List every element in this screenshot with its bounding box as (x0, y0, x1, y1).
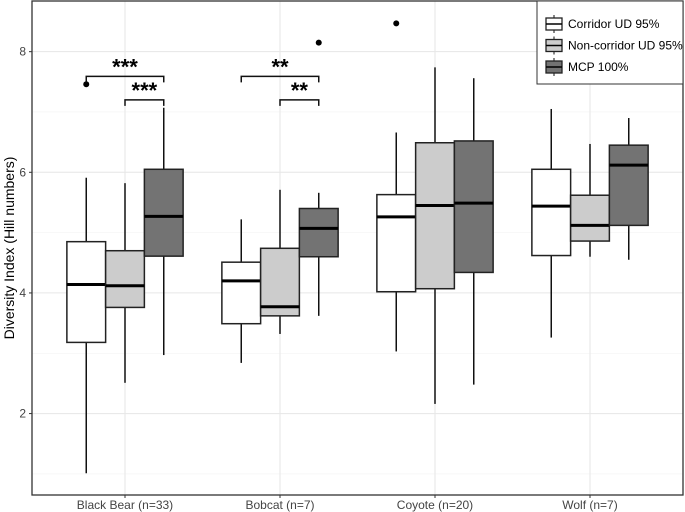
box-2-2 (453, 78, 494, 385)
significance-label: *** (112, 54, 138, 79)
box-1-0 (104, 183, 146, 383)
plot-frame (31, 0, 684, 496)
box (376, 193, 417, 293)
x-tick-label: Wolf (n=7) (562, 498, 617, 512)
box-2-0 (143, 107, 184, 356)
outlier-point (393, 20, 400, 27)
outlier-point (83, 81, 90, 88)
box (569, 194, 611, 242)
box-0-3 (531, 108, 572, 338)
boxes (66, 20, 649, 474)
box (221, 261, 262, 325)
significance-bracket (85, 75, 165, 83)
x-tick-label: Bobcat (n=7) (245, 498, 314, 512)
box (104, 249, 146, 309)
box-1-1 (259, 189, 301, 334)
x-tick-label: Coyote (n=20) (397, 498, 473, 512)
box-1-3 (569, 143, 611, 257)
outlier-point (315, 39, 322, 46)
significance-bracket (240, 75, 320, 83)
y-tick-label: 8 (19, 45, 26, 59)
box (414, 141, 456, 290)
y-axis-label: Diversity Index (Hill numbers) (1, 157, 17, 340)
significance-bracket (279, 99, 320, 106)
y-tick-label: 2 (19, 407, 26, 421)
box (453, 140, 494, 274)
significance-label: *** (132, 78, 158, 103)
significance-annotations: ********** (85, 54, 320, 106)
box-0-2 (376, 20, 417, 352)
axes: 2 4 6 8 Black Bear (n=33) Bobcat (n=7) Coyote … (19, 45, 617, 512)
box (259, 247, 301, 317)
box-2-3 (608, 118, 649, 260)
legend-label: MCP 100% (568, 60, 629, 74)
box-0-1 (221, 219, 262, 363)
y-tick-label: 6 (19, 165, 26, 179)
box (608, 144, 649, 227)
significance-label: ** (271, 54, 289, 79)
box (66, 240, 107, 344)
legend: Corridor UD 95% Non-corridor UD 95% MCP 10… (536, 0, 684, 85)
significance-bracket (124, 99, 165, 106)
legend-label: Non-corridor UD 95% (568, 39, 683, 53)
box-0-0 (66, 81, 107, 474)
box (143, 168, 184, 257)
x-tick-label: Black Bear (n=33) (77, 498, 173, 512)
box-2-1 (298, 39, 339, 316)
box (531, 168, 572, 257)
significance-label: ** (291, 78, 309, 103)
y-tick-label: 4 (19, 286, 26, 300)
legend-label: Corridor UD 95% (568, 17, 660, 31)
box (298, 207, 339, 258)
